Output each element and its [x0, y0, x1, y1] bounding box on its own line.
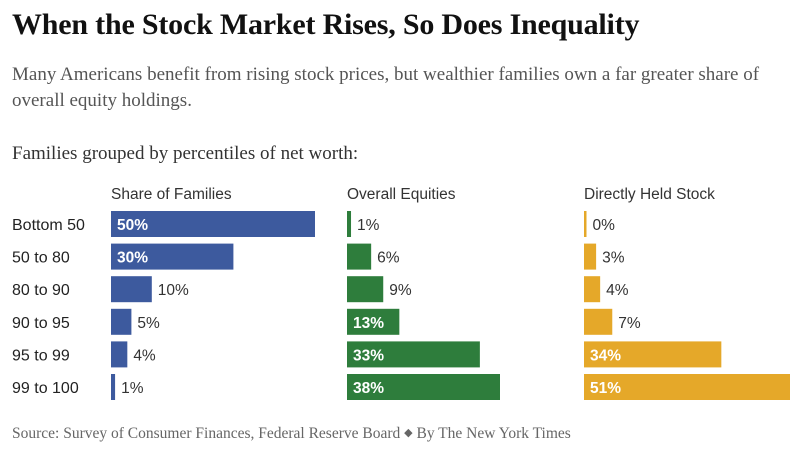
value-label-overall-equities-bottom-50: 1%	[357, 217, 380, 234]
bar-share-of-families-bottom-50	[111, 211, 315, 237]
chart-title: When the Stock Market Rises, So Does Ine…	[12, 8, 640, 41]
value-label-directly-held-stock-50-to-80: 3%	[602, 250, 625, 267]
bar-overall-equities-80-to-90	[347, 276, 384, 303]
panel-title-overall-equities: Overall Equities	[347, 186, 456, 203]
value-label-directly-held-stock-95-to-99: 34%	[590, 347, 621, 364]
source-credit: By The New York Times	[416, 425, 571, 442]
diamond-separator-icon: ◆	[404, 427, 413, 439]
value-label-directly-held-stock-99-to-100: 51%	[590, 380, 621, 397]
value-label-overall-equities-50-to-80: 6%	[377, 250, 400, 267]
category-label-99-to-100: 99 to 100	[12, 380, 79, 397]
value-label-directly-held-stock-bottom-50: 0%	[593, 217, 616, 234]
bar-directly-held-stock-95-to-99	[584, 341, 722, 368]
value-label-directly-held-stock-80-to-90: 4%	[606, 282, 629, 299]
bar-share-of-families-95-to-99	[111, 341, 128, 368]
value-label-overall-equities-95-to-99: 33%	[353, 347, 384, 364]
category-label-90-to-95: 90 to 95	[12, 315, 70, 332]
bar-overall-equities-50-to-80	[347, 243, 372, 270]
category-label-50-to-80: 50 to 80	[12, 250, 70, 267]
value-label-share-of-families-bottom-50: 50%	[117, 217, 148, 234]
grouping-label: Families grouped by percentiles of net w…	[12, 143, 359, 164]
value-label-overall-equities-90-to-95: 13%	[353, 315, 384, 332]
chart-subtitle: Many Americans benefit from rising stock…	[12, 64, 760, 111]
source-note: Source: Survey of Consumer Finances, Fed…	[12, 425, 571, 443]
value-label-share-of-families-99-to-100: 1%	[121, 380, 144, 397]
bar-share-of-families-50-to-80	[111, 243, 234, 270]
category-label-95-to-99: 95 to 99	[12, 347, 70, 364]
bar-share-of-families-99-to-100	[111, 374, 116, 400]
bar-directly-held-stock-90-to-95	[584, 308, 613, 335]
source-text: Source: Survey of Consumer Finances, Fed…	[12, 425, 401, 442]
value-label-share-of-families-95-to-99: 4%	[133, 347, 156, 364]
category-label-bottom-50: Bottom 50	[12, 217, 85, 234]
value-label-share-of-families-90-to-95: 5%	[137, 315, 160, 332]
bar-directly-held-stock-50-to-80	[584, 243, 597, 270]
value-label-share-of-families-80-to-90: 10%	[158, 282, 189, 299]
value-label-overall-equities-99-to-100: 38%	[353, 380, 384, 397]
bar-overall-equities-bottom-50	[347, 211, 352, 237]
bar-overall-equities-95-to-99	[347, 341, 480, 368]
bar-share-of-families-90-to-95	[111, 308, 132, 335]
value-label-overall-equities-80-to-90: 9%	[389, 282, 412, 299]
value-label-share-of-families-50-to-80: 30%	[117, 250, 148, 267]
panel-title-share-of-families: Share of Families	[111, 186, 232, 203]
bar-overall-equities-90-to-95	[347, 308, 400, 335]
bar-directly-held-stock-bottom-50	[584, 211, 587, 237]
bar-overall-equities-99-to-100	[347, 374, 500, 400]
value-label-directly-held-stock-90-to-95: 7%	[618, 315, 641, 332]
category-label-80-to-90: 80 to 90	[12, 282, 70, 299]
bar-share-of-families-80-to-90	[111, 276, 152, 303]
bar-directly-held-stock-80-to-90	[584, 276, 601, 303]
bar-directly-held-stock-99-to-100	[584, 374, 790, 400]
panel-title-directly-held-stock: Directly Held Stock	[584, 186, 715, 203]
